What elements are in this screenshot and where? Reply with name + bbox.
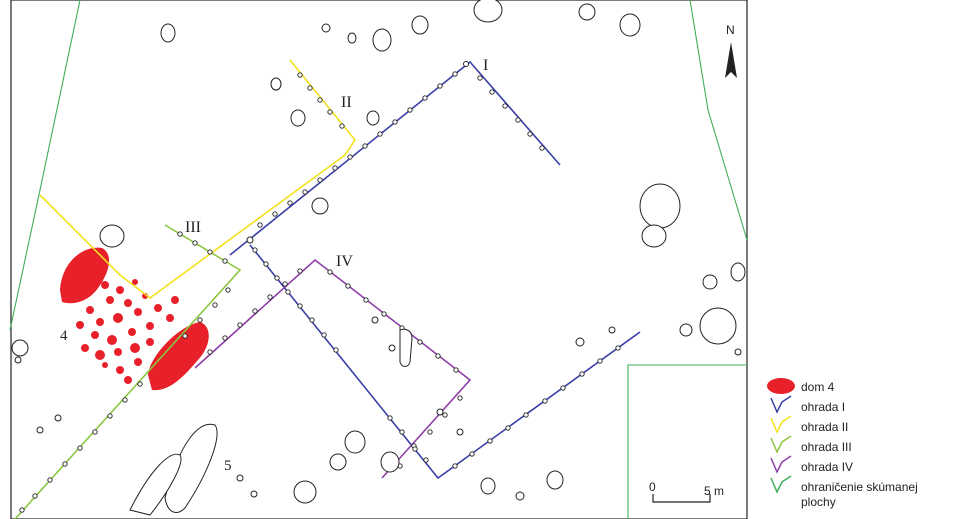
legend-swatch-house-4 <box>767 378 795 394</box>
scattered-features <box>11 0 746 516</box>
legend-label-house-4: dom 4 <box>801 380 835 394</box>
north-label: N <box>726 23 735 37</box>
legend-label-boundary-line-2: plochy <box>801 495 836 509</box>
north-arrow-icon <box>725 42 737 78</box>
legend-swatch-enclosure-I <box>770 395 792 414</box>
scale-start-label: 0 <box>649 480 656 494</box>
legend-label-enclosure-IV: ohrada IV <box>801 460 853 474</box>
enclosure-III-line <box>14 224 242 519</box>
north-arrow: N <box>725 23 737 78</box>
label-feature-5: 5 <box>224 458 232 474</box>
house-4 <box>60 247 209 391</box>
boundary-west <box>9 0 81 331</box>
label-enclosure-III: III <box>185 219 201 236</box>
legend-swatch-boundary <box>770 475 792 494</box>
boundary-east <box>689 0 748 241</box>
label-enclosure-IV: IV <box>336 253 353 270</box>
legend-label-enclosure-I: ohrada I <box>801 400 845 414</box>
enclosure-postholes <box>19 61 621 513</box>
enclosure-IV-line <box>194 258 472 479</box>
label-enclosure-I: I <box>483 57 488 74</box>
scale-bar-line <box>652 494 711 503</box>
enclosure-I-line-2 <box>249 244 641 480</box>
legend-label-boundary: ohraničenie skúmanej <box>801 480 918 494</box>
scale-end-label: 5 m <box>704 484 724 498</box>
legend: dom 4 ohrada I ohrada II ohrada III ohra… <box>767 378 918 509</box>
legend-swatch-enclosure-IV <box>770 455 792 474</box>
label-enclosure-II: II <box>341 94 352 111</box>
legend-label-enclosure-III: ohrada III <box>801 440 852 454</box>
legend-swatch-enclosure-II <box>770 415 792 434</box>
house-4-shape-2 <box>148 322 209 391</box>
map-frame <box>10 0 748 519</box>
map-labels: I II III IV 4 5 <box>60 57 488 474</box>
house-4-posts <box>76 279 179 384</box>
legend-label-enclosure-II: ohrada II <box>801 420 848 434</box>
legend-swatch-enclosure-III <box>770 435 792 454</box>
label-house-4: 4 <box>60 328 68 344</box>
boundary-lines <box>9 0 748 519</box>
boundary-southeast <box>627 364 747 519</box>
enclosure-I-line <box>229 60 561 256</box>
house-4-shape-1 <box>60 247 110 304</box>
scale-bar: 0 5 m <box>649 480 724 503</box>
enclosure-lines <box>14 59 641 519</box>
